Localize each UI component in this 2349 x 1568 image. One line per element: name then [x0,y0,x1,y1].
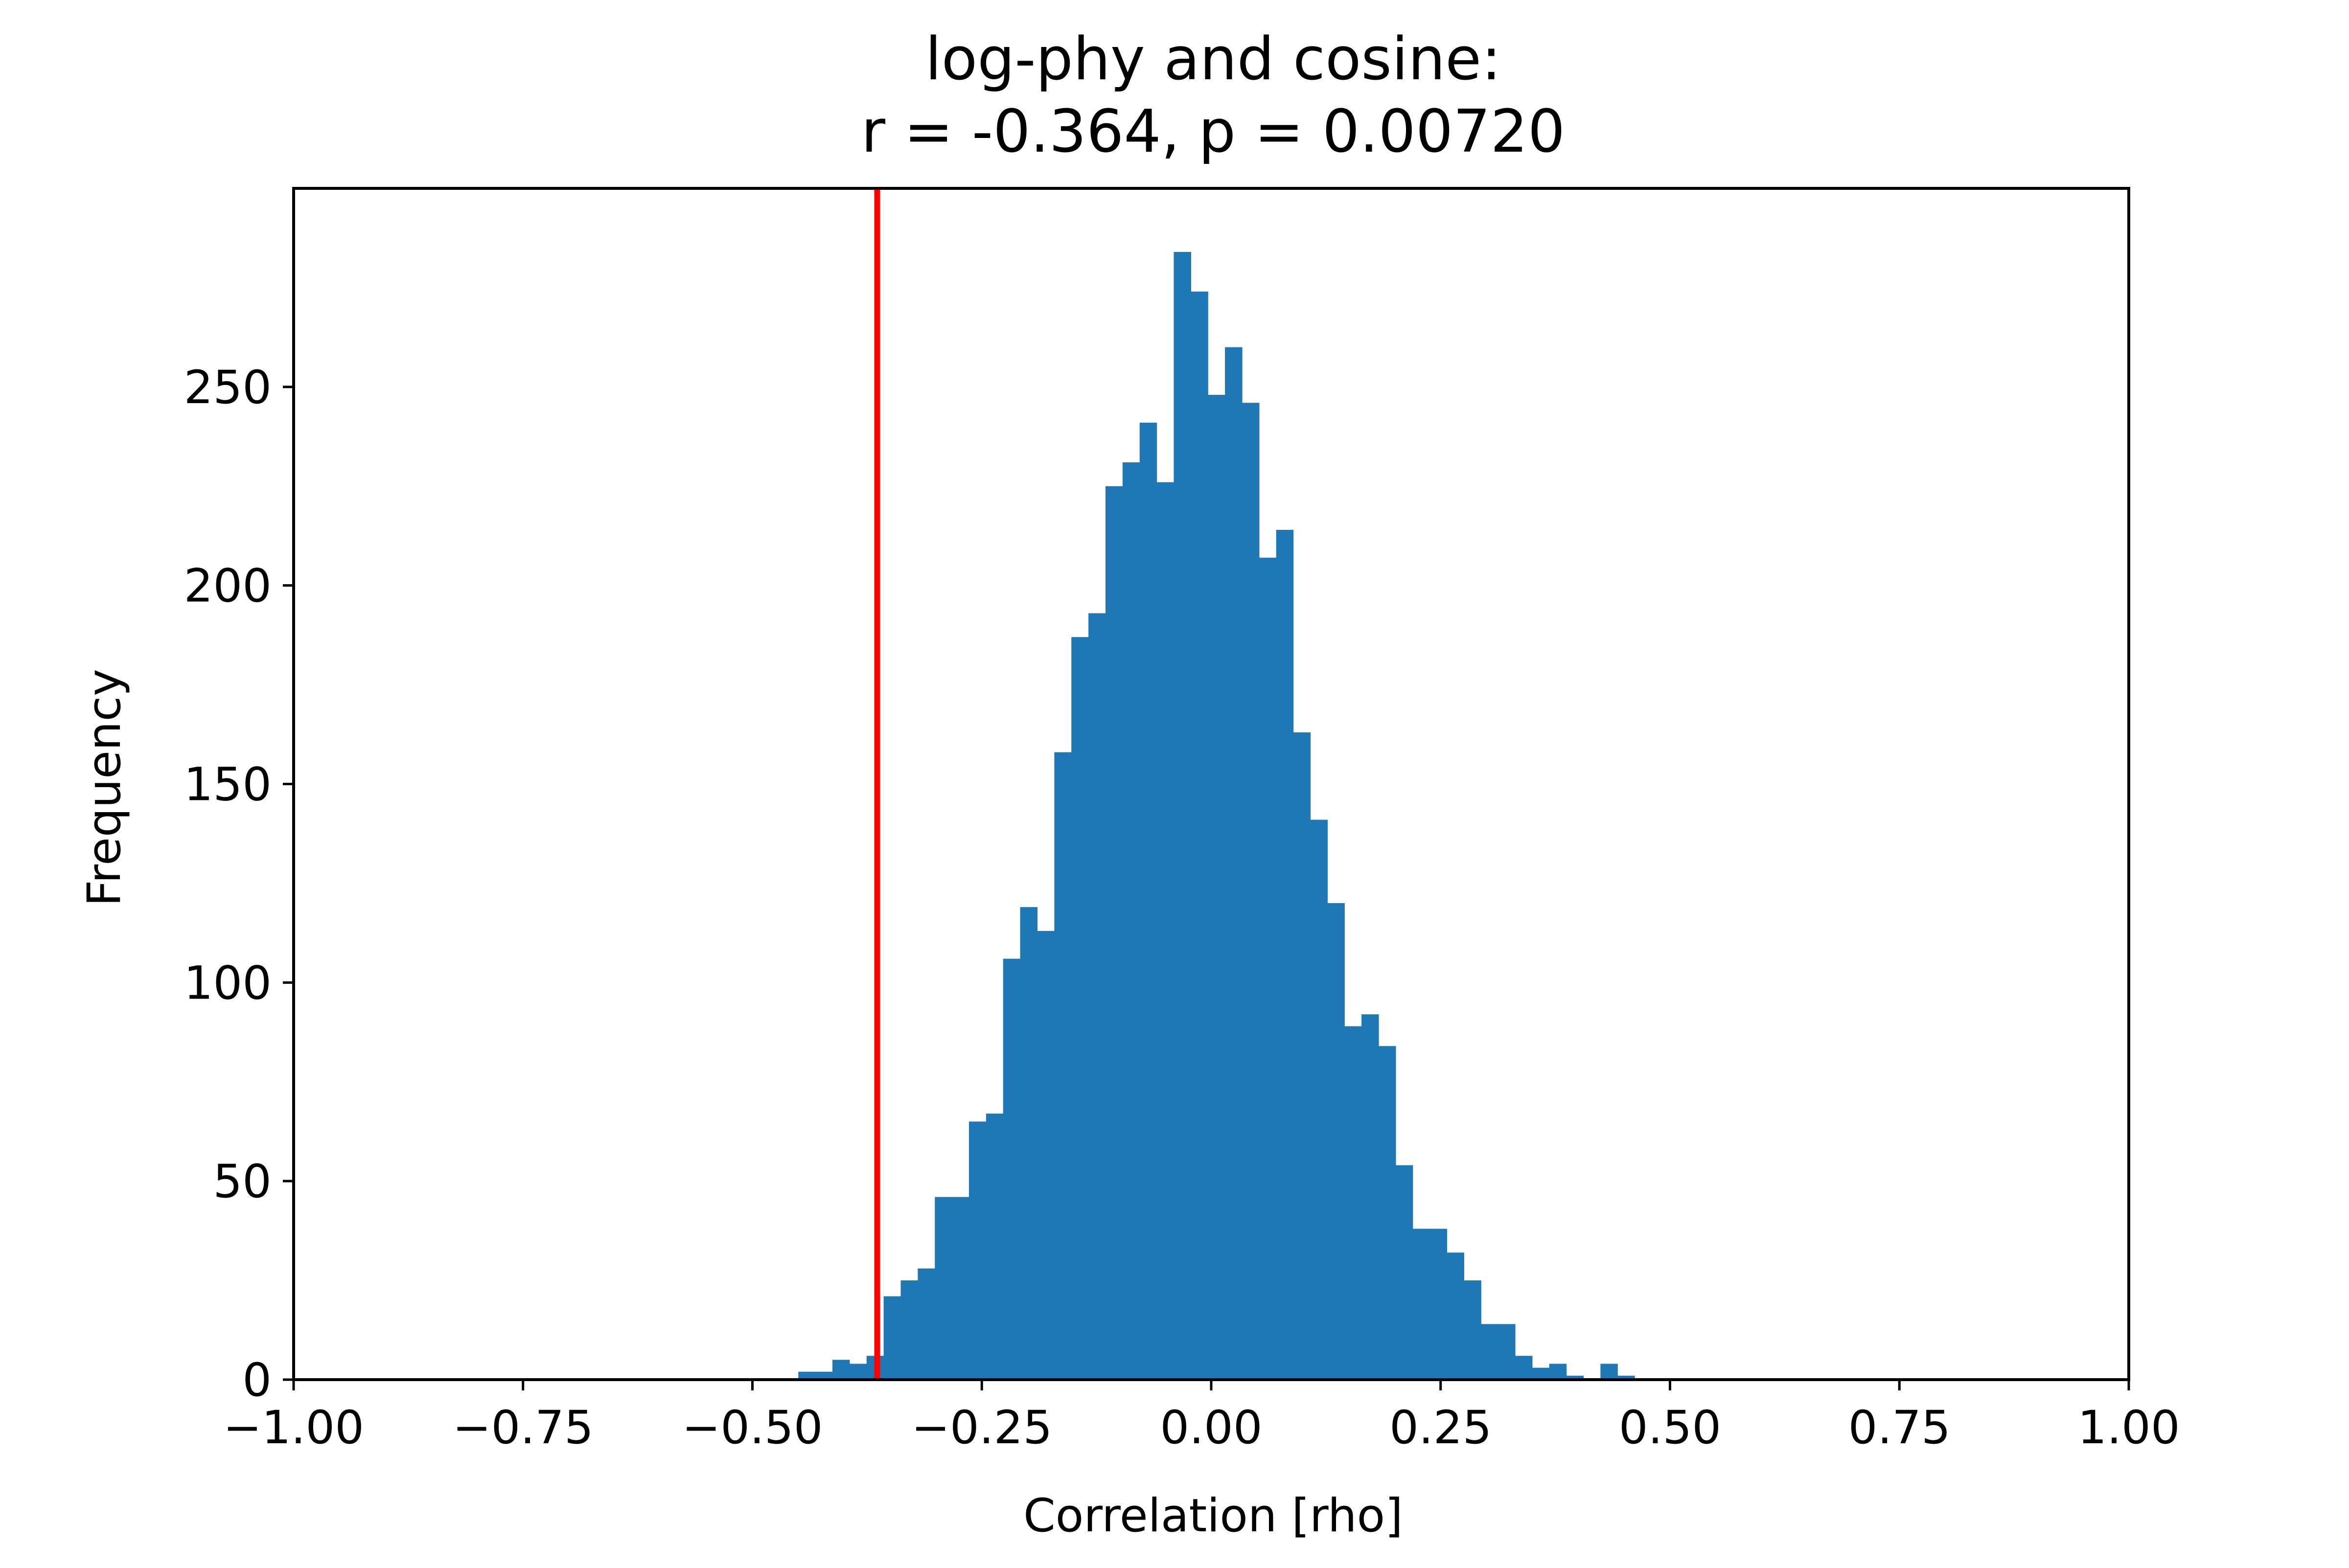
x-tick-label: −0.25 [911,1401,1052,1454]
histogram-bar [815,1371,833,1380]
histogram-bar [1549,1363,1567,1380]
histogram-bar [935,1197,952,1380]
histogram-bar [883,1296,901,1380]
x-tick-label: −1.00 [223,1401,364,1454]
histogram-bar [832,1360,850,1380]
histogram-bar [1327,903,1345,1380]
histogram-bar [1447,1252,1464,1380]
histogram-bar [1191,292,1208,1380]
histogram-bar [1156,482,1174,1380]
histogram-bar [1088,613,1106,1380]
histogram-bar [1379,1046,1396,1380]
x-tick-label: 0.00 [1160,1401,1262,1454]
x-tick-label: 1.00 [2077,1401,2180,1454]
histogram-bar [1037,931,1055,1380]
histogram-bar [849,1363,867,1380]
histogram-bar [1429,1228,1448,1380]
x-tick-label: −0.75 [453,1401,594,1454]
histogram-bar [1259,557,1277,1380]
histogram-bar [900,1280,918,1380]
y-axis-label: Frequency [78,669,131,907]
histogram-bar [1600,1363,1618,1380]
histogram-bar [1105,486,1123,1380]
histogram-bar [1412,1228,1430,1380]
histogram-bar [1293,732,1311,1380]
x-tick-label: 0.75 [1848,1401,1951,1454]
histogram-bar [1242,403,1260,1380]
histogram-bar [1071,637,1089,1380]
histogram-bar [1276,530,1294,1380]
histogram-bar [1617,1375,1635,1380]
histogram-bar [1174,251,1191,1380]
y-tick-label: 50 [213,1155,272,1208]
histogram-bar [918,1268,935,1380]
x-tick-label: 0.50 [1619,1401,1721,1454]
histogram-bar [1208,395,1225,1380]
histogram-bar [986,1114,1004,1380]
y-tick-label: 0 [242,1354,272,1407]
x-axis: −1.00 −0.75 −0.50 −0.25 0.00 0.25 0.50 0.75 1.00 [223,1380,2180,1454]
y-axis: 0 50 100 150 200 250 [184,361,294,1407]
y-tick-label: 200 [184,560,272,613]
chart-title-line-2: r = -0.364, p = 0.00720 [861,98,1566,166]
histogram-bar [952,1197,969,1380]
histogram-bar [1395,1165,1413,1380]
histogram-bar [1020,907,1038,1380]
y-tick-label: 250 [184,361,272,414]
histogram-bar [1532,1367,1550,1380]
histogram-bar [798,1371,816,1380]
x-tick-label: −0.50 [682,1401,823,1454]
histogram-bar [1464,1280,1481,1380]
histogram-bar [1122,462,1140,1380]
histogram-bar [1498,1324,1516,1380]
histogram-bar [1054,752,1072,1380]
histogram-bar [1139,422,1157,1380]
histogram-bar [1310,819,1328,1380]
histogram-bar [1566,1375,1584,1380]
y-tick-label: 100 [184,956,272,1010]
histogram-bar [1225,347,1243,1380]
histogram-bar [1344,1026,1362,1380]
y-tick-label: 150 [184,758,272,812]
histogram-bar [1361,1014,1379,1380]
histogram-bar [1481,1324,1498,1380]
x-axis-label: Correlation [rho] [1023,1489,1403,1543]
histogram-bar [1515,1356,1533,1380]
histogram-bars [798,251,1635,1380]
chart-title-line-1: log-phy and cosine: [925,25,1501,93]
x-tick-label: 0.25 [1389,1401,1492,1454]
histogram-bar [1003,958,1021,1380]
histogram-bar [969,1121,987,1380]
